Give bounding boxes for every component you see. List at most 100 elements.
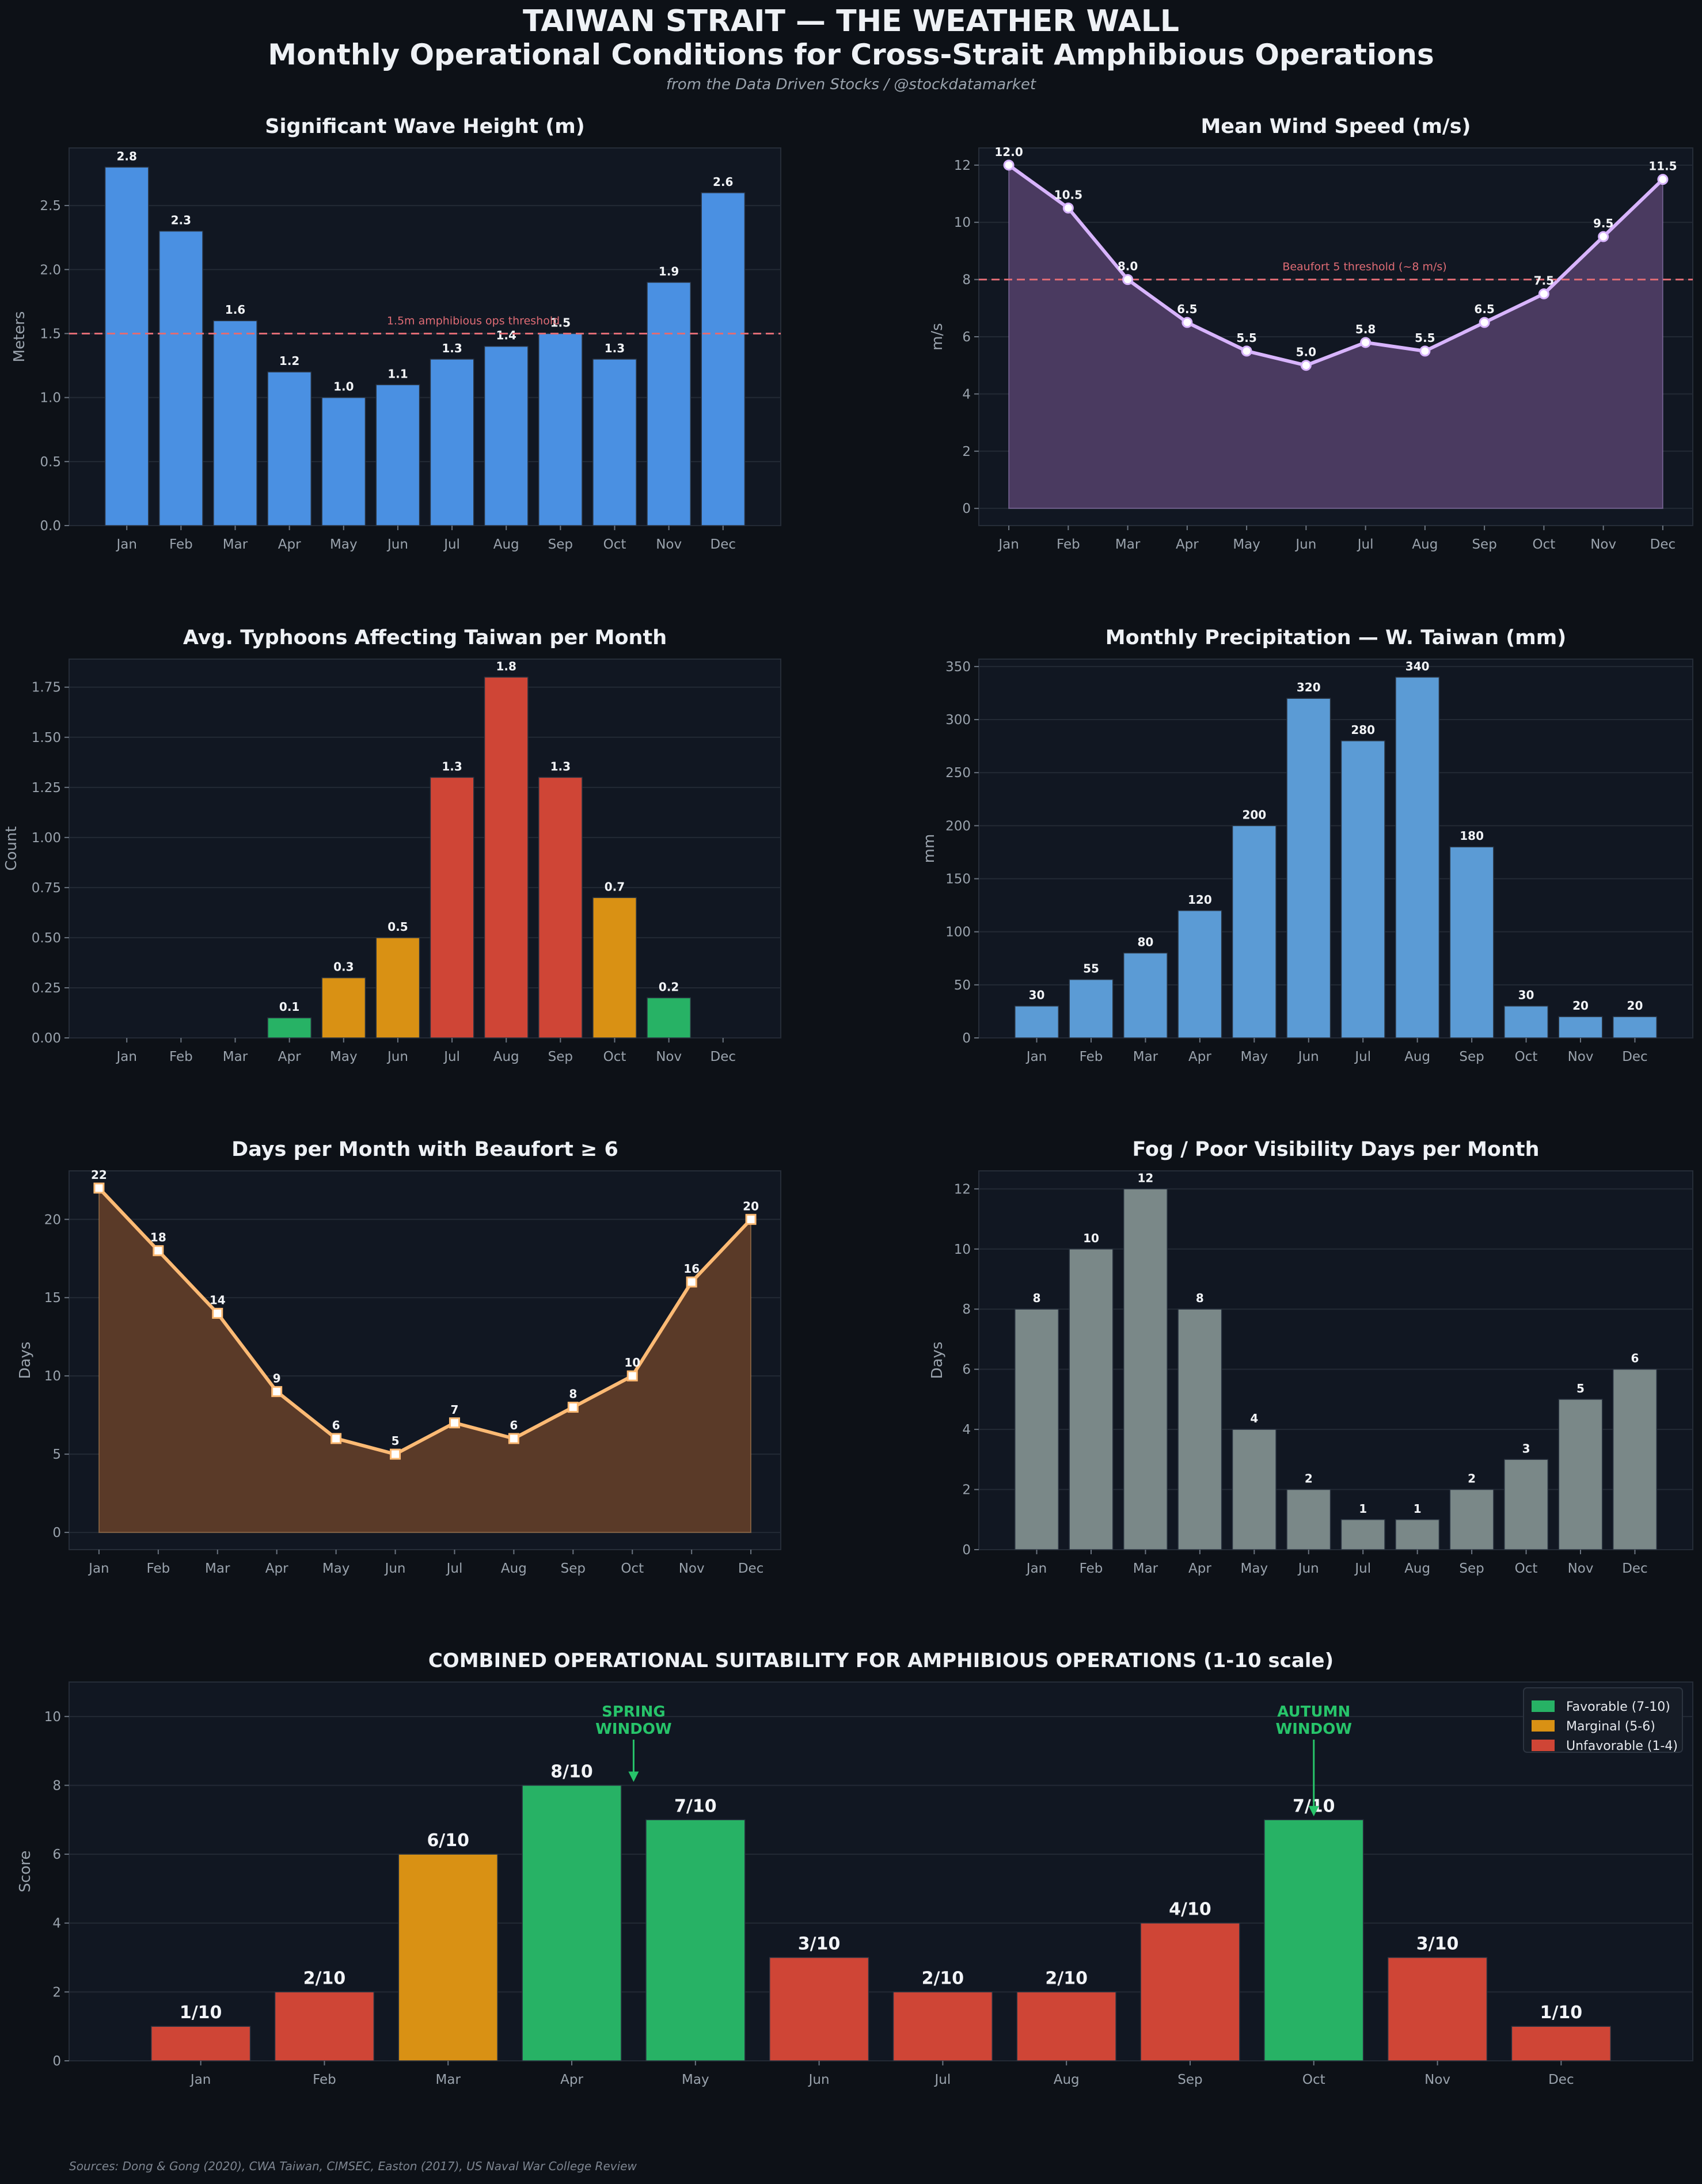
bar [267, 371, 312, 526]
x-tick-label: Sep [1459, 1561, 1484, 1576]
data-label: 6 [1631, 1352, 1639, 1365]
x-tick-label: Nov [1568, 1561, 1594, 1576]
x-tick-label: Aug [1404, 1561, 1430, 1576]
data-label: 0.7 [605, 880, 625, 893]
point-marker [1003, 159, 1015, 171]
bar [892, 1991, 993, 2061]
bar [1016, 1991, 1116, 2061]
y-tick-label: 2 [52, 1985, 61, 2000]
chart-beaufort: 0 5 10 15 20 Days per Month with Beaufort ≥ 6… [17, 1138, 781, 1576]
y-tick-label: 5 [52, 1447, 61, 1462]
data-label: 7.5 [1534, 273, 1554, 287]
data-label: 30 [1518, 988, 1534, 1002]
bar [1387, 1957, 1488, 2061]
x-tick-label: Jul [443, 1049, 460, 1064]
x-tick-label: Jul [446, 1561, 463, 1576]
data-label: 0.3 [333, 960, 354, 974]
bar [1340, 740, 1385, 1038]
bar [213, 320, 257, 526]
x-tick-label: Dec [1650, 537, 1676, 552]
point-marker [449, 1417, 460, 1429]
bar [1449, 1489, 1494, 1550]
bar [1612, 1016, 1657, 1038]
bar [484, 676, 529, 1038]
y-tick-label: 20 [44, 1212, 61, 1227]
x-tick-label: Jan [1025, 1561, 1047, 1576]
plot-area [69, 659, 781, 1038]
data-label: 11.5 [1648, 159, 1677, 173]
y-tick-label: 0 [52, 2054, 61, 2069]
x-tick-label: Feb [169, 537, 193, 552]
data-label: 120 [1188, 893, 1212, 907]
data-label: 6 [332, 1418, 340, 1432]
data-label: 22 [91, 1168, 107, 1182]
data-label: 1.2 [279, 354, 299, 368]
data-label: 18 [150, 1231, 166, 1245]
point-marker [508, 1433, 519, 1444]
x-tick-label: Aug [493, 1049, 519, 1064]
data-label: 1 [1414, 1502, 1422, 1516]
bar [267, 1017, 312, 1038]
x-tick-label: Oct [1515, 1561, 1538, 1576]
data-label: 4 [1250, 1411, 1258, 1425]
chart-title: Mean Wind Speed (m/s) [1200, 115, 1471, 138]
x-tick-label: Mar [1133, 1049, 1158, 1064]
bar [321, 977, 366, 1038]
bar [1395, 676, 1440, 1038]
plot-area [978, 659, 1693, 1038]
y-tick-label: 6 [52, 1847, 61, 1862]
x-tick-label: Sep [1177, 2072, 1202, 2087]
data-label: 16 [683, 1262, 700, 1276]
y-tick-label: 6 [962, 1363, 971, 1378]
data-label: 10 [1083, 1231, 1099, 1245]
y-tick-label: 12 [954, 1182, 971, 1197]
x-tick-label: Jul [443, 537, 460, 552]
y-tick-label: 2 [962, 1483, 971, 1498]
main-title: TAIWAN STRAIT — THE WEATHER WALL [523, 4, 1179, 39]
bar [1504, 1005, 1549, 1038]
data-label: 1.3 [442, 341, 462, 355]
data-label: 8.0 [1118, 260, 1138, 273]
annotation-line2: WINDOW [595, 1721, 671, 1738]
x-tick-label: Mar [223, 1049, 248, 1064]
data-label: 6/10 [427, 1831, 469, 1851]
data-label: 180 [1460, 829, 1484, 843]
threshold-label: 1.5m amphibious ops threshold [387, 314, 560, 327]
data-label: 1.4 [496, 329, 516, 343]
point-marker [626, 1370, 638, 1382]
y-tick-label: 10 [44, 1710, 61, 1725]
chart-title: Significant Wave Height (m) [265, 115, 584, 138]
bar [1123, 952, 1168, 1038]
x-tick-label: Jul [1354, 1049, 1371, 1064]
x-tick-label: Apr [278, 537, 301, 552]
data-label: 55 [1083, 962, 1099, 976]
x-tick-label: Aug [501, 1561, 527, 1576]
data-label: 6.5 [1474, 302, 1494, 316]
annotation-line1: AUTUMN [1277, 1703, 1350, 1721]
x-tick-label: Apr [1188, 1561, 1211, 1576]
data-label: 2.3 [171, 214, 191, 227]
bar [592, 359, 637, 526]
data-label: 1.5 [550, 315, 571, 329]
data-label: 1/10 [1540, 2003, 1583, 2023]
x-tick-label: May [1233, 537, 1260, 552]
y-tick-label: 200 [945, 819, 971, 834]
legend-swatch [1532, 1740, 1555, 1751]
x-tick-label: Aug [493, 537, 519, 552]
x-tick-label: Apr [560, 2072, 583, 2087]
data-label: 2.8 [117, 149, 137, 163]
y-tick-label: 100 [945, 925, 971, 940]
data-label: 20 [1572, 999, 1589, 1013]
y-tick-label: 0.75 [32, 881, 61, 896]
y-tick-label: 8 [962, 273, 971, 288]
x-tick-label: Nov [656, 1049, 682, 1064]
x-tick-label: Sep [1459, 1049, 1484, 1064]
x-tick-label: May [330, 537, 358, 552]
bar [522, 1785, 622, 2061]
y-axis-label: Days [929, 1342, 946, 1379]
y-axis-label: Days [17, 1342, 34, 1379]
bar [484, 345, 529, 526]
data-label: 6.5 [1177, 302, 1197, 316]
x-tick-label: Oct [603, 1049, 626, 1064]
y-tick-label: 6 [962, 330, 971, 345]
